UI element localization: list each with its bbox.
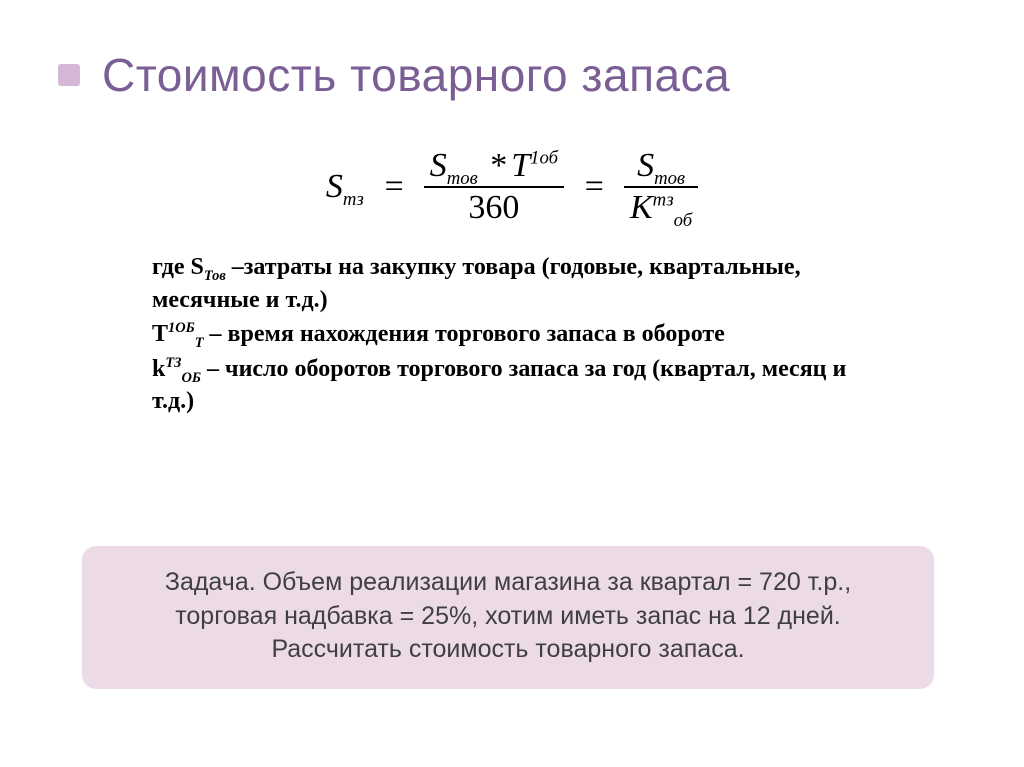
formula-fraction-1: Sтов *T1об 360: [424, 148, 564, 225]
title-row: Стоимость товарного запаса: [0, 48, 1024, 102]
task-box: Задача. Объем реализации магазина за ква…: [82, 546, 934, 689]
formula: Sтз = Sтов *T1об 360 = Sтов Kтзоб: [0, 148, 1024, 225]
title-bullet-icon: [58, 64, 80, 86]
equals-sign-2: =: [573, 168, 616, 205]
definition-s-tov: где SТов –затраты на закупку товара (год…: [152, 251, 892, 316]
slide-title: Стоимость товарного запаса: [102, 48, 730, 102]
definition-k-tz: kТЗОБ – число оборотов торгового запаса …: [152, 353, 892, 418]
task-line-2: торговая надбавка = 25%, хотим иметь зап…: [122, 600, 894, 634]
task-line-3: Рассчитать стоимость товарного запаса.: [122, 633, 894, 667]
definitions-block: где SТов –затраты на закупку товара (год…: [152, 251, 892, 417]
slide: Стоимость товарного запаса Sтз = Sтов *T…: [0, 0, 1024, 767]
definition-t-1ob: Т1ОБТ – время нахождения торгового запас…: [152, 318, 892, 350]
formula-lhs: Sтз: [326, 168, 364, 205]
task-line-1: Задача. Объем реализации магазина за ква…: [122, 566, 894, 600]
formula-fraction-2: Sтов Kтзоб: [624, 148, 698, 225]
equals-sign: =: [372, 168, 415, 205]
